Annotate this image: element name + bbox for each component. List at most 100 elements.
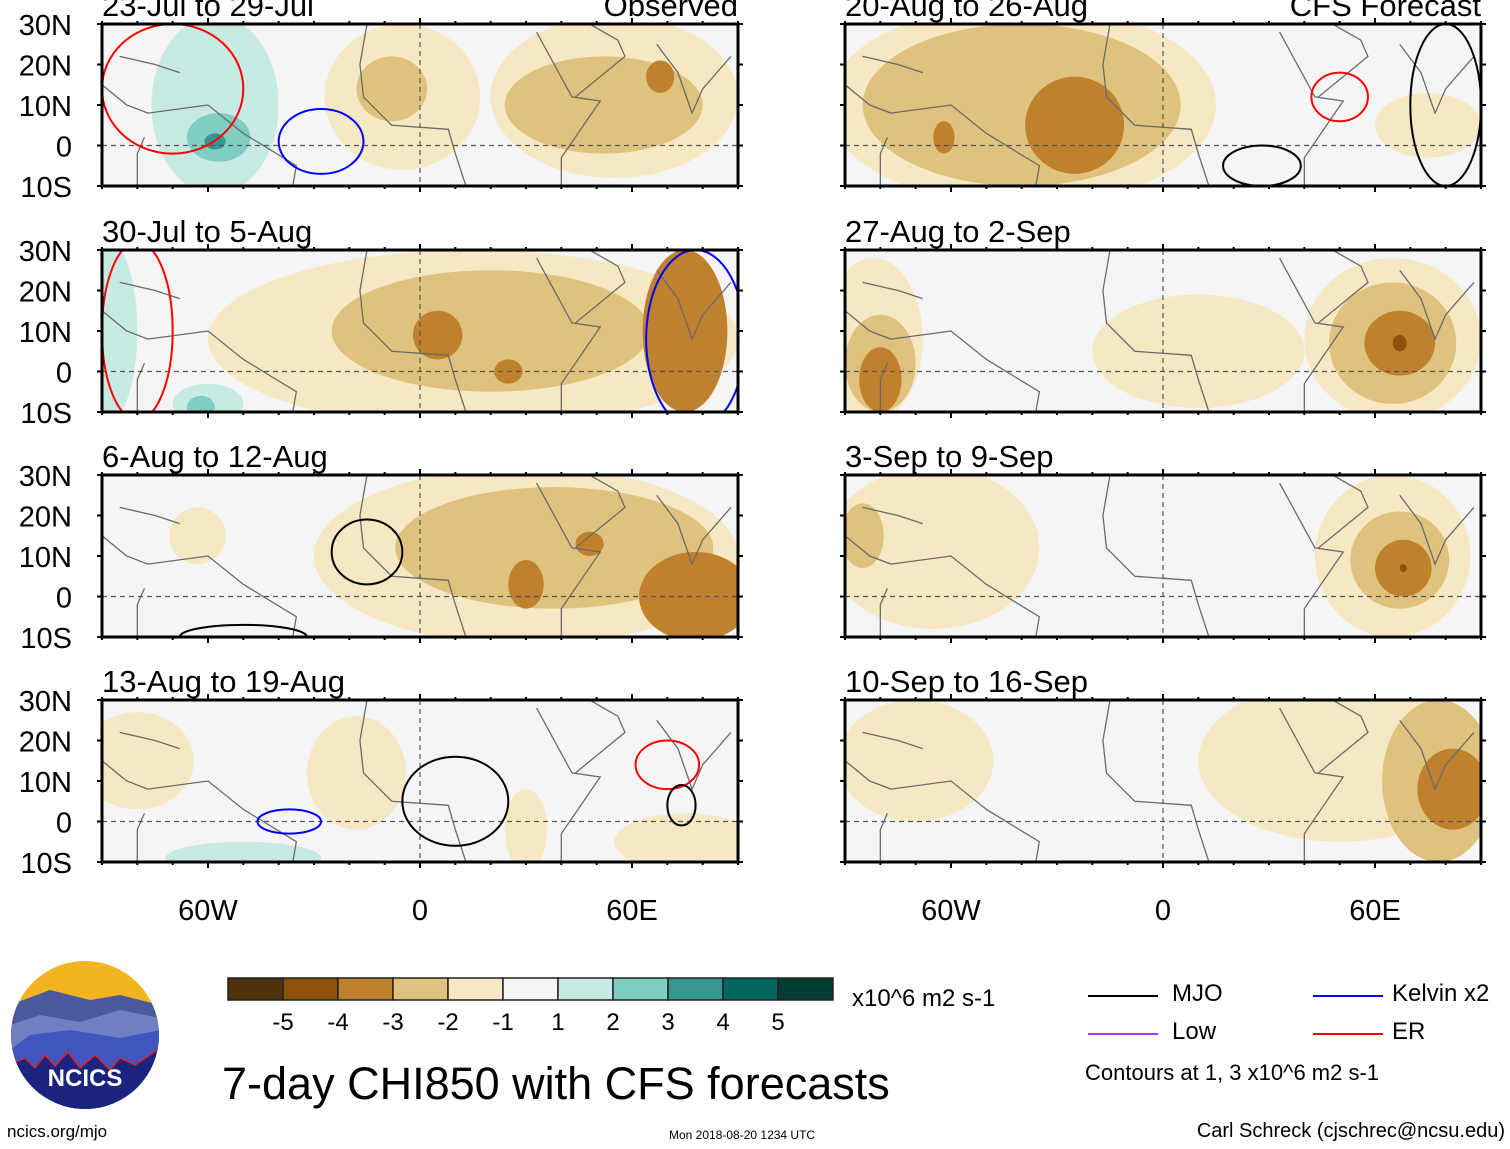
colorbar-tick-label: 1 (551, 1009, 564, 1035)
colorbar-swatch (337, 977, 394, 1001)
colorbar-swatch (722, 977, 779, 1001)
colorbar-tick-label: 5 (771, 1009, 784, 1035)
author-credit: Carl Schreck (cjschrec@ncsu.edu) (1196, 1120, 1505, 1142)
map-panel: 30N 20N 10N 0 10S 23-Jul to 29-Jul Observed (19, 0, 743, 204)
x-tick-label: 60E (606, 895, 658, 927)
x-tick-label: 60W (921, 895, 981, 927)
anomaly-region (186, 395, 216, 412)
colorbar-tick-label: -3 (382, 1009, 403, 1035)
legend-line-kelvin (1313, 995, 1383, 997)
y-tick-label: 10N (19, 91, 72, 123)
panel-grid: 30N 20N 10N 0 10S 23-Jul to 29-Jul Observed 30N… (19, 0, 1486, 927)
colorbar-units: x10^6 m2 s-1 (852, 985, 996, 1012)
wave-contour (330, 518, 404, 586)
y-tick-label: 30N (19, 236, 72, 268)
map-panel: 30N 20N 10N 0 10S 6-Aug to 12-Aug (19, 439, 743, 655)
colorbar-swatch (557, 977, 614, 1001)
colorbar-tick-label: 3 (661, 1009, 674, 1035)
panel-title: 13-Aug to 19-Aug (102, 664, 345, 699)
y-tick-label: 20N (19, 502, 72, 534)
anomaly-region (306, 716, 406, 830)
anomaly-region (395, 487, 714, 609)
panel-title: 6-Aug to 12-Aug (102, 439, 328, 474)
coastline (845, 250, 1475, 412)
y-tick-label: 20N (19, 51, 72, 83)
x-tick-label: 60W (178, 895, 238, 927)
y-tick-label: 30N (19, 686, 72, 718)
panel-title: 20-Aug to 26-Aug (845, 0, 1088, 23)
wave-contour (401, 755, 510, 847)
panel-title: 27-Aug to 2-Sep (845, 214, 1071, 249)
panel-title: 30-Jul to 5-Aug (102, 214, 312, 249)
y-tick-label: 0 (56, 132, 72, 164)
figure-title: 7-day CHI850 with CFS forecasts (222, 1058, 890, 1109)
map-panel: 30N 20N 10N 0 10S 30-Jul to 5-Aug (19, 214, 743, 430)
y-tick-label: 10N (19, 542, 72, 574)
y-tick-label: 10N (19, 767, 72, 799)
logo-text: NCICS (48, 1065, 123, 1092)
colorbar-swatch (447, 977, 504, 1001)
y-tick-label: 20N (19, 727, 72, 759)
panel-content (845, 700, 1481, 862)
panel-content (845, 475, 1481, 637)
coastline (102, 24, 732, 186)
colorbar-swatch (612, 977, 669, 1001)
coastline (845, 700, 1475, 862)
colorbar-swatch (392, 977, 449, 1001)
anomaly-region (845, 700, 994, 822)
x-tick-label: 60E (1349, 895, 1401, 927)
y-tick-label: 0 (56, 358, 72, 390)
anomaly-region (1417, 748, 1481, 830)
map-panel: 30N 20N 10N 0 10S 60W 0 60E 13-Aug to 19-Aug (19, 664, 743, 927)
anomaly-region (845, 503, 884, 569)
panel-content (845, 24, 1481, 186)
y-tick-label: 10N (19, 317, 72, 349)
anomaly-region (1375, 92, 1481, 158)
legend-label-low: Low (1172, 1018, 1217, 1045)
map-panel: 60W 0 60E 10-Sep to 16-Sep (840, 664, 1486, 927)
anomaly-region (102, 250, 138, 412)
panel-content (102, 475, 738, 637)
y-tick-label: 30N (19, 10, 72, 42)
colorbar-tick-label: 4 (716, 1009, 729, 1035)
panel-title: 3-Sep to 9-Sep (845, 439, 1054, 474)
wave-contour (666, 784, 697, 827)
panel-content (102, 250, 738, 412)
anomaly-region (845, 475, 1040, 629)
colorbar-tick-label: 2 (606, 1009, 619, 1035)
coastline (102, 250, 732, 412)
y-tick-label: 30N (19, 461, 72, 493)
panel-content (102, 24, 738, 186)
x-tick-label: 0 (412, 895, 428, 927)
map-panel: 27-Aug to 2-Sep (840, 214, 1486, 418)
anomaly-region (1392, 335, 1407, 352)
forecast-label: CFS Forecast (1290, 0, 1482, 23)
anomaly-region (356, 56, 428, 122)
observed-label: Observed (604, 0, 738, 23)
wave-contour (1310, 71, 1369, 123)
legend-label-mjo: MJO (1172, 980, 1223, 1007)
anomaly-region (151, 24, 279, 186)
ncics-logo: NCICS (11, 961, 159, 1109)
coastline (845, 24, 1475, 186)
wave-contour (634, 739, 701, 791)
anomaly-region (862, 24, 1181, 186)
colorbar: -5 -4 -3 -2 -1 1 2 3 4 5 (227, 977, 834, 1035)
site-link[interactable]: ncics.org/mjo (7, 1122, 108, 1141)
anomaly-region (639, 551, 738, 637)
colorbar-swatch (777, 977, 834, 1001)
anomaly-region (1399, 564, 1407, 573)
legend-label-kelvin: Kelvin x2 (1392, 980, 1490, 1007)
y-tick-label: 10S (20, 623, 72, 655)
colorbar-swatch (502, 977, 559, 1001)
y-tick-label: 10S (20, 848, 72, 880)
panel-title: 23-Jul to 29-Jul (102, 0, 314, 23)
timestamp: Mon 2018-08-20 1234 UTC (669, 1128, 816, 1142)
legend-label-er: ER (1392, 1018, 1426, 1045)
wave-contour (102, 250, 174, 412)
map-panel: 3-Sep to 9-Sep (840, 439, 1486, 643)
y-tick-label: 0 (56, 583, 72, 615)
colorbar-swatch (282, 977, 339, 1001)
anomaly-region (169, 507, 226, 565)
colorbar-tick-label: -2 (437, 1009, 458, 1035)
